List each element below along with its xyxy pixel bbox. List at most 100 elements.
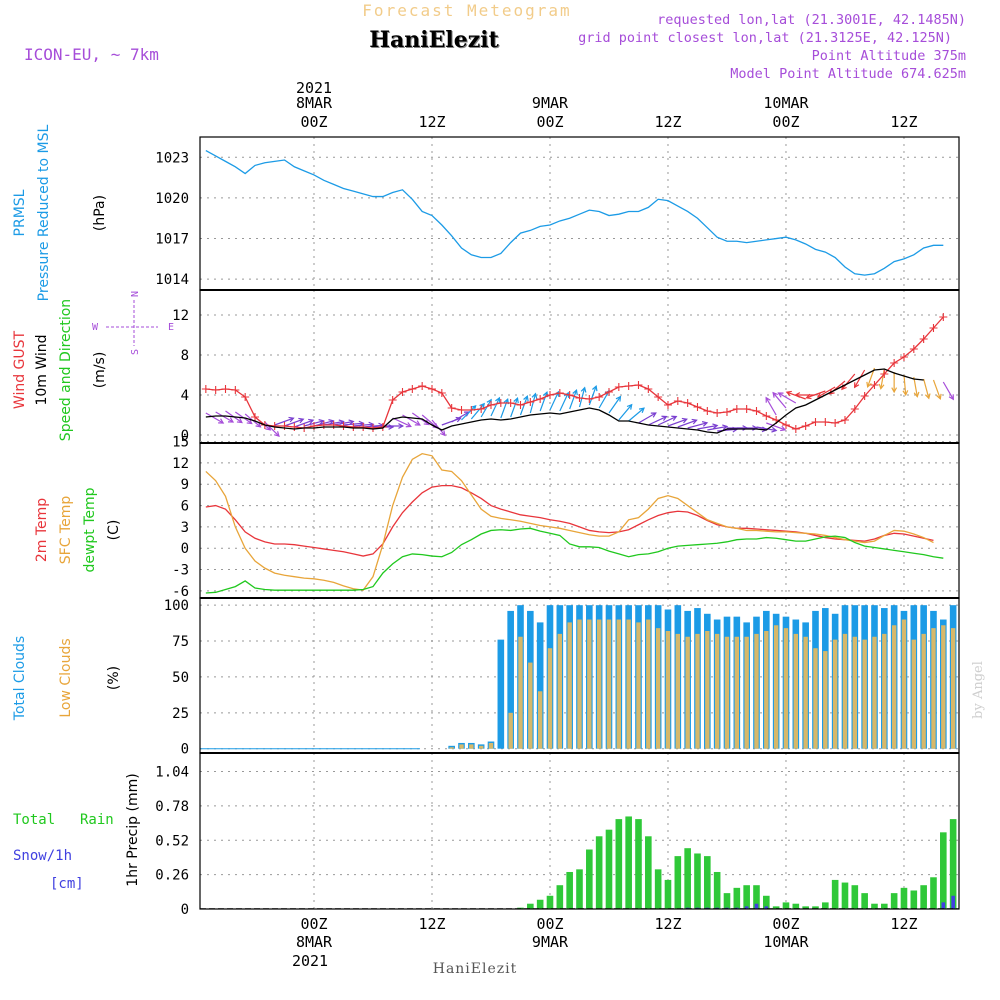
wind-arrow-head bbox=[712, 423, 719, 430]
wind-arrow-head bbox=[227, 417, 235, 423]
low-cloud-bar bbox=[842, 633, 848, 749]
gust-marker bbox=[378, 423, 387, 431]
snow-unit-label: [cm] bbox=[50, 876, 84, 892]
wind-arrow-head bbox=[274, 431, 280, 438]
gust-marker bbox=[909, 345, 918, 353]
gust-marker bbox=[555, 389, 564, 397]
low-cloud-bar bbox=[616, 619, 622, 749]
wind-arrow bbox=[205, 412, 224, 424]
wind-arrow-head bbox=[854, 382, 860, 389]
rain-bar bbox=[910, 890, 918, 909]
gust-marker bbox=[339, 422, 348, 430]
wind-arrow bbox=[657, 416, 677, 426]
low-cloud-bar bbox=[813, 648, 818, 749]
low-cloud-bar bbox=[518, 636, 523, 749]
wind-plot bbox=[201, 313, 954, 438]
rain-bar bbox=[881, 903, 888, 909]
wind-arrow bbox=[765, 397, 777, 416]
rain-bar bbox=[605, 829, 613, 909]
low-cloud-bar bbox=[547, 648, 553, 749]
wind-arrow bbox=[559, 392, 569, 412]
wind-arrow bbox=[451, 411, 470, 423]
wind-arrow bbox=[608, 396, 621, 414]
precip-labels: Total Rain Snow/1h [cm] 1hr Precip (mm) bbox=[13, 773, 141, 892]
rain-bar bbox=[546, 895, 554, 909]
wind-arrow-head bbox=[671, 415, 678, 421]
low-cloud-bar bbox=[459, 744, 464, 749]
chart-title: Forecast Meteogram bbox=[362, 1, 571, 20]
wind-arrow-head bbox=[592, 385, 598, 392]
wind-arrow bbox=[519, 396, 528, 416]
rain-bar bbox=[635, 819, 642, 909]
gust-marker bbox=[693, 403, 702, 411]
pressure-line bbox=[205, 149, 944, 276]
bottom-date-label: 8MAR bbox=[296, 933, 333, 951]
low-cloud-bar bbox=[990, 608, 994, 749]
wind-arrow-head bbox=[780, 425, 787, 432]
rain-bar bbox=[920, 885, 927, 909]
total-cloud-bar bbox=[497, 639, 505, 749]
wind-arrow bbox=[806, 390, 826, 399]
wind-arrow bbox=[913, 376, 918, 397]
low-cloud-bar bbox=[961, 625, 965, 748]
wind-arrow bbox=[817, 386, 836, 398]
compass-south: S bbox=[130, 349, 141, 355]
prmsl-label: PRMSL bbox=[12, 189, 28, 236]
gust-marker bbox=[762, 412, 771, 420]
rain-bar bbox=[733, 887, 741, 909]
wind-arrow bbox=[677, 419, 697, 428]
wind-arrow bbox=[687, 422, 708, 429]
low-cloud-bar bbox=[567, 622, 572, 749]
gust-marker bbox=[427, 385, 436, 393]
wind-arrow bbox=[772, 392, 787, 409]
y-tick-label: 0 bbox=[181, 541, 189, 557]
gust-marker bbox=[713, 409, 722, 417]
wind-arrow bbox=[569, 390, 578, 410]
wind-arrow bbox=[778, 392, 797, 404]
low-clouds-label: Low Clouds bbox=[58, 638, 74, 717]
top-time-label: 00Z bbox=[300, 113, 327, 131]
snow-bar bbox=[941, 902, 946, 909]
wind-arrow-head bbox=[765, 396, 771, 403]
gust-marker bbox=[614, 383, 623, 391]
low-cloud-bar bbox=[606, 619, 612, 749]
gust-marker bbox=[742, 405, 751, 413]
snow-bar bbox=[754, 903, 759, 909]
wind-arrow bbox=[294, 419, 314, 428]
gust-marker bbox=[791, 425, 800, 433]
gust-marker bbox=[329, 421, 338, 429]
wind-arrow bbox=[549, 391, 559, 411]
station-name: HaniElezit bbox=[369, 27, 499, 53]
snow-bar bbox=[951, 895, 955, 909]
low-cloud-bar bbox=[941, 625, 946, 749]
wind-arrow bbox=[854, 369, 866, 388]
low-cloud-bar bbox=[764, 631, 769, 749]
low-cloud-bar bbox=[478, 745, 484, 749]
wind-arrow bbox=[490, 397, 500, 417]
low-cloud-bar bbox=[872, 636, 877, 749]
gust-marker bbox=[437, 389, 446, 397]
temperature-labels: 2m Temp SFC Temp dewpt Temp (C) bbox=[34, 487, 122, 572]
wind-arrow-head bbox=[531, 392, 538, 399]
y-tick-label: 1020 bbox=[155, 191, 189, 207]
low-cloud-bar bbox=[508, 712, 513, 749]
bottom-time-label: 12Z bbox=[890, 915, 917, 933]
gust-marker bbox=[850, 405, 859, 413]
gust-marker bbox=[703, 407, 712, 415]
gust-marker bbox=[447, 404, 456, 412]
gust-marker bbox=[860, 392, 869, 400]
low-cloud-bar bbox=[469, 744, 474, 749]
low-cloud-bar bbox=[862, 639, 867, 749]
y-tick-label: 1014 bbox=[155, 272, 189, 288]
gust-marker bbox=[575, 394, 584, 402]
rain-bar bbox=[861, 893, 868, 909]
rain-bar bbox=[694, 853, 701, 909]
low-cloud-bar bbox=[537, 691, 543, 749]
y-tick-label: 1023 bbox=[155, 150, 189, 166]
gust-marker bbox=[781, 421, 790, 429]
wind-arrow bbox=[539, 392, 548, 412]
total-rain-rain-label: Rain bbox=[80, 812, 114, 828]
total-rain-total-label: Total bbox=[13, 812, 55, 828]
low-cloud-bar bbox=[852, 636, 858, 749]
top-time-label: 12Z bbox=[418, 113, 445, 131]
